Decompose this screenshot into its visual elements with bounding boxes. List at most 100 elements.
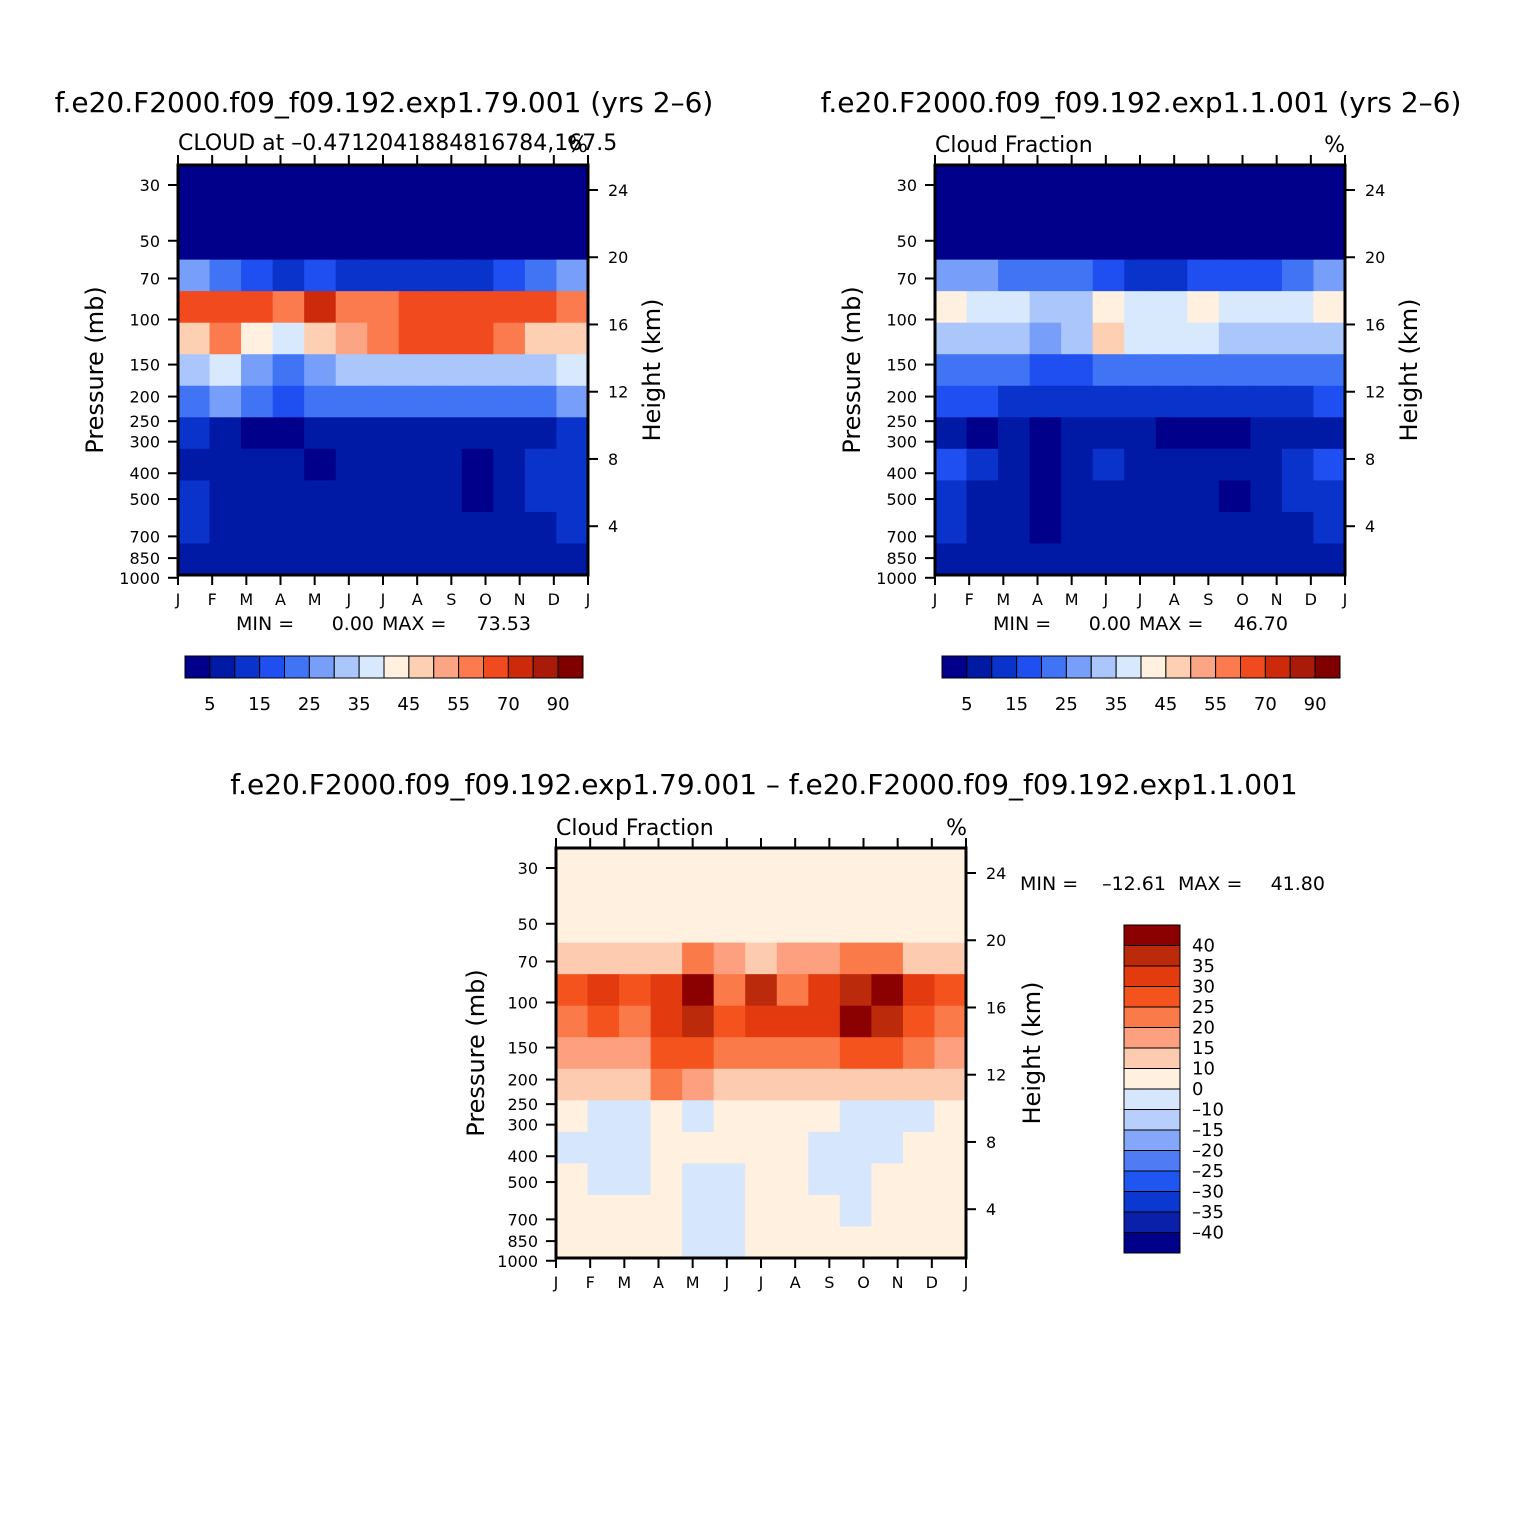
heatmap-cell <box>461 354 494 387</box>
heatmap-cell <box>272 291 305 324</box>
heatmap-cell <box>556 322 589 355</box>
heatmap-cell <box>682 1037 715 1070</box>
heatmap-cell <box>1029 448 1062 481</box>
colorbar-label: 25 <box>1055 694 1078 715</box>
heatmap-cell <box>272 322 305 355</box>
heatmap-cell <box>335 385 368 418</box>
heatmap-cell <box>839 1100 872 1133</box>
colorbar-swatch <box>458 655 484 679</box>
heatmap-cell <box>745 1131 778 1164</box>
heatmap-cell <box>619 911 652 944</box>
colorbar-swatch <box>1123 1129 1181 1151</box>
heatmap-cell <box>556 974 589 1007</box>
colorbar-label: 30 <box>1192 977 1215 998</box>
heatmap-cell <box>934 942 967 975</box>
heatmap-cell <box>430 259 463 292</box>
heatmap-cell <box>335 511 368 545</box>
heatmap-cell <box>524 385 558 418</box>
heatmap-cell <box>398 511 431 545</box>
x-tick-label: A <box>412 590 423 609</box>
heatmap-cell <box>1187 448 1220 481</box>
heatmap-cell <box>808 974 841 1007</box>
heatmap-cell <box>556 448 589 481</box>
heatmap-cell <box>745 911 778 944</box>
heatmap-cell <box>998 417 1031 450</box>
heatmap-cell <box>808 848 841 881</box>
x-tick-label: M <box>996 590 1010 609</box>
heatmap-cell <box>619 974 652 1007</box>
colorbar-swatch <box>1090 655 1117 679</box>
x-tick-label: J <box>932 590 938 609</box>
heatmap-cell <box>776 1037 809 1070</box>
heatmap-cell <box>998 448 1031 481</box>
height-tick-label: 8 <box>608 450 618 469</box>
heatmap-cell <box>1092 543 1125 576</box>
heatmap-cell <box>1187 228 1220 261</box>
pressure-tick-label: 1000 <box>876 569 917 588</box>
heatmap-cell <box>1281 543 1315 576</box>
panel-2-ylabel-left: Pressure (mb) <box>838 286 866 453</box>
heatmap-cell <box>1187 417 1220 450</box>
heatmap-cell <box>682 1131 715 1164</box>
heatmap-cell <box>1187 543 1220 576</box>
heatmap-cell <box>1218 511 1251 545</box>
heatmap-cell <box>1313 259 1346 292</box>
pressure-tick-label: 400 <box>886 464 917 483</box>
heatmap-cell <box>1155 259 1188 292</box>
colorbar-swatch <box>1016 655 1042 679</box>
heatmap-cell <box>1187 385 1220 418</box>
heatmap-cell <box>1187 322 1220 355</box>
heatmap-cell <box>1124 291 1157 324</box>
heatmap-cell <box>1061 228 1094 261</box>
heatmap-cell <box>304 448 337 481</box>
colorbar-label: –20 <box>1192 1141 1224 1162</box>
heatmap-cell <box>1313 480 1346 513</box>
heatmap-cell <box>998 228 1031 261</box>
heatmap-cell <box>1092 417 1125 450</box>
heatmap-cell <box>524 448 558 481</box>
x-tick-label: D <box>1305 590 1317 609</box>
panel-diff-title: f.e20.F2000.f09_f09.192.exp1.79.001 – f.… <box>230 768 1297 801</box>
heatmap-cell <box>776 911 809 944</box>
heatmap-cell <box>524 480 558 513</box>
heatmap-cell <box>430 165 463 198</box>
x-tick-label: S <box>824 1273 834 1292</box>
heatmap-cell <box>367 196 400 229</box>
heatmap-cell <box>871 848 904 881</box>
colorbar-swatch <box>1123 1047 1181 1069</box>
heatmap-cell <box>808 911 841 944</box>
heatmap-cell <box>871 1226 904 1259</box>
heatmap-cell <box>682 1068 715 1101</box>
colorbar-swatch <box>1123 965 1181 987</box>
x-tick-label: A <box>653 1273 664 1292</box>
pressure-tick-label: 300 <box>507 1116 538 1135</box>
heatmap-cell <box>935 291 968 324</box>
heatmap-cell <box>1092 385 1125 418</box>
heatmap-cell <box>304 543 337 576</box>
heatmap-cell <box>839 1226 872 1259</box>
colorbar-label: –40 <box>1192 1223 1224 1244</box>
heatmap-cell <box>1155 196 1188 229</box>
heatmap-cell <box>493 228 526 261</box>
heatmap-cell <box>1124 322 1157 355</box>
heatmap-cell <box>998 165 1031 198</box>
x-tick-label: M <box>686 1273 700 1292</box>
heatmap-cell <box>524 228 558 261</box>
heatmap-cell <box>713 1131 746 1164</box>
heatmap-cell <box>776 1005 809 1038</box>
heatmap-cell <box>935 448 968 481</box>
heatmap-cell <box>902 1005 936 1038</box>
heatmap-cell <box>1092 354 1125 387</box>
heatmap-cell <box>1313 448 1346 481</box>
heatmap-cell <box>398 480 431 513</box>
heatmap-cell <box>650 1037 683 1070</box>
colorbar-label: 20 <box>1192 1018 1215 1039</box>
heatmap-cell <box>871 1068 904 1101</box>
heatmap-cell <box>902 1068 936 1101</box>
heatmap-cell <box>619 1131 652 1164</box>
panel-2-ylabel-right: Height (km) <box>1395 299 1423 442</box>
heatmap-cell <box>430 354 463 387</box>
heatmap-cell <box>934 974 967 1007</box>
heatmap-cell <box>524 511 558 545</box>
x-tick-label: M <box>1065 590 1079 609</box>
